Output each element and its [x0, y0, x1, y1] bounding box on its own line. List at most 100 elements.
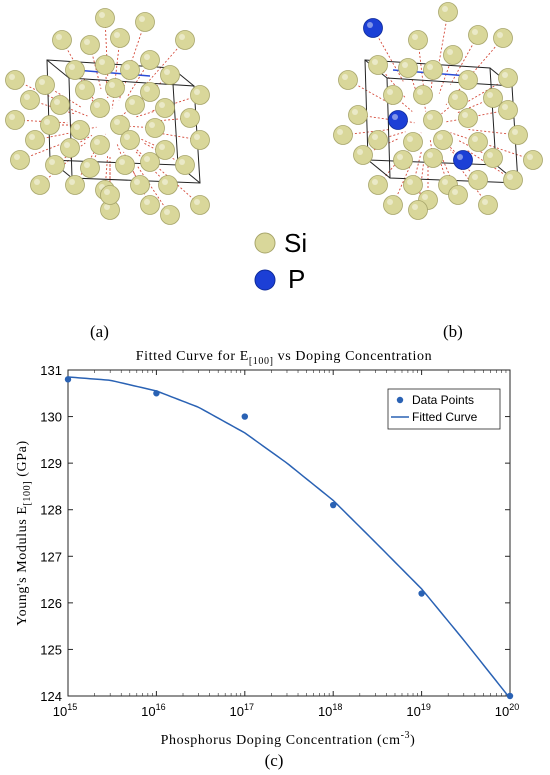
chart-legend: Data Points Fitted Curve — [387, 388, 501, 430]
atom-highlight — [99, 59, 105, 65]
si-atom — [50, 95, 70, 115]
p-legend-label: P — [288, 264, 306, 294]
atom-highlight — [144, 54, 150, 60]
atom-highlight — [144, 199, 150, 205]
atom-highlight — [417, 89, 423, 95]
atom-highlight — [179, 159, 185, 165]
atom-highlight — [372, 134, 378, 140]
si-atom — [498, 100, 518, 120]
si-atom — [398, 58, 418, 78]
si-atom — [383, 195, 403, 215]
atom-highlight — [49, 159, 55, 165]
panel-label-c: (c) — [265, 751, 284, 770]
atom-highlight — [507, 174, 513, 180]
x-tick-exponent: 17 — [244, 702, 254, 712]
si-atom — [180, 108, 200, 128]
atom-highlight — [9, 114, 15, 120]
atom-highlight — [447, 49, 453, 55]
p-legend-swatch — [254, 269, 276, 291]
chart-title: Fitted Curve for E[100] vs Doping Concen… — [136, 349, 432, 367]
atom-highlight — [502, 72, 508, 78]
legend-marker-data-points — [396, 396, 404, 404]
atom-highlight — [337, 129, 343, 135]
si-atom — [408, 200, 428, 220]
si-atom — [120, 130, 140, 150]
atom-highlight — [194, 199, 200, 205]
si-atom — [468, 170, 488, 190]
si-atom — [503, 170, 523, 190]
atom-highlight — [497, 32, 503, 38]
si-atom — [40, 115, 60, 135]
atom-highlight — [79, 84, 85, 90]
si-atom — [458, 70, 478, 90]
crystal-structures — [5, 2, 543, 291]
data-points-series — [64, 376, 514, 700]
atom-highlight — [162, 179, 168, 185]
si-atom — [443, 45, 463, 65]
y-tick-label: 129 — [40, 456, 62, 471]
atom-highlight — [74, 124, 80, 130]
si-atom — [5, 70, 25, 90]
si-atom — [110, 115, 130, 135]
si-atom — [523, 150, 543, 170]
atom-highlight — [372, 179, 378, 185]
y-axis-label: Young's Modulus E[100] (GPa) — [15, 440, 33, 625]
atom-highlight — [39, 79, 45, 85]
si-atom — [120, 60, 140, 80]
si-atom — [5, 110, 25, 130]
si-atom — [20, 90, 40, 110]
atom-highlight — [164, 69, 170, 75]
atom-highlight — [84, 162, 90, 168]
si-atom — [35, 75, 55, 95]
x-axis-label: Phosphorus Doping Concentration (cm-3) — [161, 730, 416, 748]
x-axis-label-sup: -3 — [401, 730, 411, 741]
atom-highlight — [482, 199, 488, 205]
atom-highlight — [159, 144, 165, 150]
crystal-structure-a — [5, 8, 210, 225]
si-atom — [140, 50, 160, 70]
atom-highlight — [144, 156, 150, 162]
si-atom — [423, 60, 443, 80]
bond-line — [111, 87, 116, 109]
si-atom — [90, 98, 110, 118]
crystal-structure-b — [333, 2, 543, 220]
data-point — [64, 376, 72, 383]
atom-highlight — [56, 34, 62, 40]
youngs-modulus-chart: Fitted Curve for E[100] vs Doping Concen… — [15, 349, 519, 770]
atom-highlight — [114, 32, 120, 38]
si-legend-swatch — [254, 232, 276, 254]
x-tick-base: 10 — [230, 704, 244, 719]
si-atom — [383, 85, 403, 105]
si-atom — [155, 140, 175, 160]
y-tick-label: 124 — [40, 689, 62, 704]
atom-highlight — [412, 34, 418, 40]
atom-highlight — [342, 74, 348, 80]
atom-highlight — [427, 114, 433, 120]
x-tick-exponent: 16 — [156, 702, 166, 712]
atom-highlight — [84, 39, 90, 45]
si-atom — [368, 175, 388, 195]
si-atom — [70, 120, 90, 140]
bond-line — [89, 44, 102, 90]
si-atom — [493, 28, 513, 48]
panel-label-a: (a) — [90, 322, 109, 341]
atom-highlight — [397, 154, 403, 160]
atom-highlight — [194, 89, 200, 95]
x-tick-base: 10 — [495, 704, 509, 719]
atom-highlight — [487, 92, 493, 98]
y-tick-label: 127 — [40, 549, 62, 564]
x-tick-label: 1015 — [53, 702, 77, 719]
atom-highlight — [437, 134, 443, 140]
si-atom — [65, 60, 85, 80]
si-atom — [368, 55, 388, 75]
chart-title-sub: [100] — [249, 356, 274, 367]
atom-highlight — [109, 82, 115, 88]
atom-highlight — [139, 16, 145, 22]
si-atom — [508, 125, 528, 145]
si-atom — [125, 95, 145, 115]
x-axis-label-tail: ) — [410, 733, 415, 748]
atom-highlight — [352, 109, 358, 115]
si-atom — [160, 205, 180, 225]
x-tick-exponent: 15 — [67, 702, 77, 712]
atom-highlight — [194, 134, 200, 140]
